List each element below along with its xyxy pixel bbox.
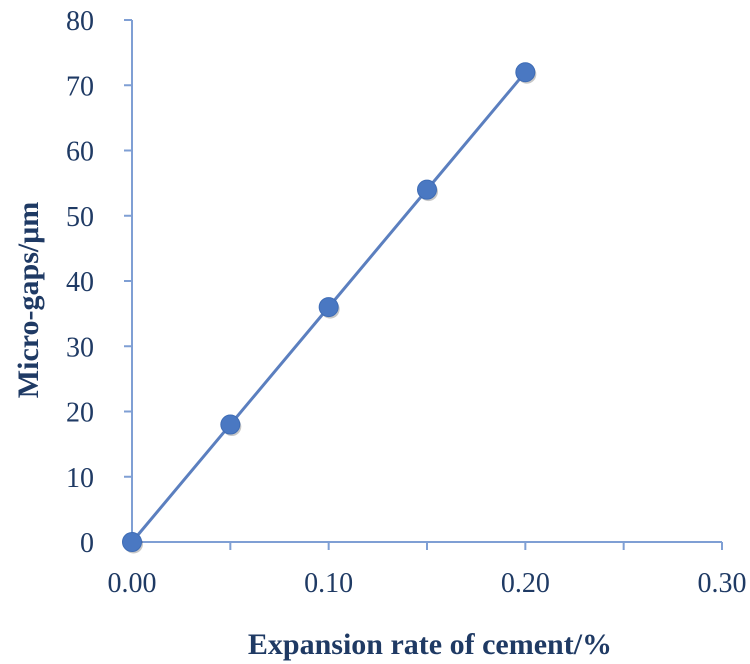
data-point-3 [417, 179, 437, 200]
y-tick-label-2: 20 [66, 398, 94, 429]
x-tick-label-3: 0.30 [698, 568, 747, 599]
y-tick-label-6: 60 [66, 137, 94, 168]
data-point-4 [515, 62, 536, 83]
x-tick-label-2: 0.20 [501, 568, 550, 599]
y-ticks [124, 19, 132, 543]
axes [131, 20, 722, 543]
y-tick-label-3: 30 [66, 332, 94, 363]
series-group [122, 62, 537, 554]
y-tick-label-4: 40 [66, 267, 94, 298]
y-axis-title: Micro-gaps/μm [12, 202, 45, 398]
x-ticks [229, 542, 723, 550]
y-tick-label-0: 0 [80, 528, 94, 559]
x-tick-labels: 0.00 0.10 0.20 0.30 [108, 568, 747, 599]
x-tick-label-1: 0.10 [304, 568, 353, 599]
data-point-0 [122, 532, 142, 552]
y-tick-label-1: 10 [66, 463, 94, 494]
data-point-2 [318, 297, 339, 318]
x-tick-label-0: 0.00 [108, 568, 157, 599]
data-point-1 [220, 414, 241, 435]
y-tick-label-8: 80 [66, 6, 94, 37]
y-tick-label-5: 50 [66, 202, 94, 233]
x-axis-title: Expansion rate of cement/% [248, 628, 612, 661]
y-tick-labels: 0 10 20 30 40 50 60 70 80 [66, 6, 94, 559]
y-tick-label-7: 70 [66, 71, 94, 102]
